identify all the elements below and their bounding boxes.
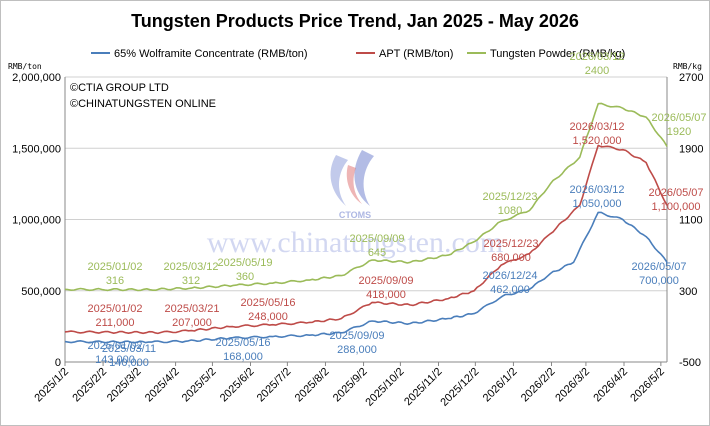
- data-label: 360: [236, 271, 254, 283]
- x-tick-label: 2025/6/2: [218, 366, 257, 405]
- legend-label-2: Tungsten Powder (RMB/kg): [490, 48, 625, 60]
- x-tick-label: 2025/10/2: [363, 366, 406, 409]
- data-label: 168,000: [223, 351, 263, 363]
- logo-shape-left: [330, 155, 348, 206]
- watermark-text: www.chinatungsten.com: [207, 226, 503, 259]
- logo-shape-center: [346, 165, 362, 204]
- data-label: 2025/01/02: [87, 303, 142, 315]
- data-label: 2025/12/23: [483, 238, 538, 250]
- x-tick-label: 2025/7/2: [255, 366, 294, 405]
- y-right-tick-label: -500: [679, 357, 701, 369]
- data-label: 418,000: [366, 289, 406, 301]
- data-label: 645: [368, 247, 386, 259]
- data-label: 700,000: [639, 275, 679, 287]
- data-label: 2025/09/09: [358, 275, 413, 287]
- data-label: 143,000: [95, 354, 135, 366]
- y-left-tick-label: 2,000,000: [12, 72, 61, 84]
- data-label: 2026/03/12: [569, 184, 624, 196]
- data-label: 2025/03/21: [164, 303, 219, 315]
- data-label: 2025/05/19: [217, 257, 272, 269]
- logo-text: CTOMS: [339, 210, 371, 220]
- series-line-0: [64, 211, 668, 344]
- y-right-tick-label: 1900: [679, 143, 703, 155]
- chart-title: Tungsten Products Price Trend, Jan 2025 …: [131, 11, 579, 31]
- right-axis-unit: RMB/kg: [673, 62, 702, 71]
- data-label: 248,000: [248, 311, 288, 323]
- y-right-tick-label: 300: [679, 286, 697, 298]
- legend-label-1: APT (RMB/ton): [379, 48, 453, 60]
- series-line-1: [64, 144, 668, 335]
- x-tick-label: 2026/5/2: [628, 366, 667, 405]
- copyright-line-2: ©CHINATUNGSTEN ONLINE: [70, 98, 216, 110]
- data-label: 2026/05/07: [631, 261, 686, 273]
- x-tick-label: 2025/11/2: [402, 366, 445, 409]
- data-label: 462,000: [490, 284, 530, 296]
- legend-label-0: 65% Wolframite Concentrate (RMB/ton): [114, 48, 308, 60]
- data-label: 2400: [585, 65, 609, 77]
- data-label: 2025/12/23: [482, 191, 537, 203]
- y-right-tick-label: 1100: [679, 215, 703, 227]
- data-label: 1,520,000: [573, 135, 622, 147]
- logo-shape-right: [354, 150, 374, 206]
- series-lines: [64, 102, 668, 344]
- data-label: 1080: [498, 205, 522, 217]
- y-left-tick-label: 1,500,000: [12, 143, 61, 155]
- data-label: 2025/09/09: [329, 330, 384, 342]
- data-label: 2025/05/16: [215, 337, 270, 349]
- data-label: 2025/01/02: [87, 340, 142, 352]
- legend: 65% Wolframite Concentrate (RMB/ton) APT…: [91, 48, 625, 60]
- x-tick-label: 2025/8/2: [293, 366, 332, 405]
- data-label: 2026/12/24: [482, 270, 537, 282]
- x-tick-label: 2026/2/2: [519, 366, 558, 405]
- data-label: 1,100,000: [652, 201, 701, 213]
- x-tick-label: 2025/3/2: [105, 366, 144, 405]
- data-label: 2025/03/11: [102, 343, 156, 355]
- series-line-2: [64, 102, 668, 292]
- x-tick-label: 2025/4/2: [143, 366, 182, 405]
- data-label: 2026/03/12: [569, 51, 624, 63]
- x-tick-label: 2026/1/2: [481, 366, 520, 405]
- data-label: 2025/05/16: [240, 297, 295, 309]
- y-left-tick-label: 0: [55, 357, 61, 369]
- data-label: 288,000: [337, 344, 377, 356]
- data-label: 312: [182, 275, 200, 287]
- data-label: 2025/01/02: [87, 261, 142, 273]
- x-tick-label: 2026/4/2: [591, 366, 630, 405]
- data-label: 211,000: [96, 317, 135, 329]
- left-axis-unit: RMB/ton: [8, 62, 42, 71]
- copyright-line-1: ©CTIA GROUP LTD: [70, 82, 169, 94]
- data-label: 316: [106, 275, 124, 287]
- data-label: 1,050,000: [573, 198, 622, 210]
- x-tick-label: 2025/12/2: [438, 366, 481, 409]
- y-left-tick-label: 1,000,000: [12, 215, 61, 227]
- watermark: CTOMS www.chinatungsten.com: [207, 150, 503, 259]
- data-label: 2026/05/07: [648, 187, 703, 199]
- y-right-tick-label: 2700: [679, 72, 703, 84]
- x-tick-label: 2025/2/2: [70, 366, 109, 405]
- y-left-tick-label: 500,000: [21, 286, 61, 298]
- data-label: 2025/03/12: [163, 261, 218, 273]
- data-label: 2026/03/12: [569, 121, 624, 133]
- gridlines: [64, 76, 668, 363]
- ctoms-logo: CTOMS: [330, 150, 374, 220]
- x-tick-label: 2025/5/2: [180, 366, 219, 405]
- data-label: 207,000: [172, 317, 212, 329]
- data-label: 140,000: [109, 357, 149, 369]
- data-label: 1920: [667, 126, 691, 138]
- data-label: 2026/05/07: [651, 112, 706, 124]
- data-label: 2025/09/09: [349, 233, 404, 245]
- x-tick-label: 2025/1/2: [32, 366, 71, 405]
- data-label: 680,000: [491, 252, 531, 264]
- x-tick-label: 2026/3/2: [553, 366, 592, 405]
